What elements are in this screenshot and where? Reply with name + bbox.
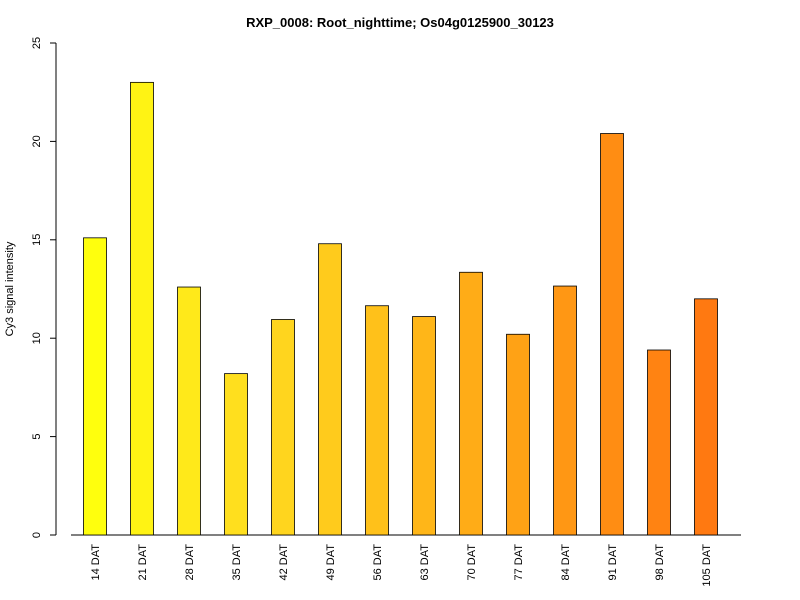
x-tick-label: 84 DAT (560, 544, 572, 581)
bar-21-dat (130, 81, 154, 536)
bar-98-dat (647, 349, 671, 536)
y-tick-label: 0 (31, 532, 43, 538)
x-tick-label: 77 DAT (513, 544, 525, 581)
y-tick-label: 10 (31, 332, 43, 344)
y-tick-label: 15 (31, 234, 43, 246)
x-tick-label: 63 DAT (419, 544, 431, 581)
x-tick-label: 21 DAT (137, 544, 149, 581)
x-tick-label: 105 DAT (701, 544, 713, 587)
x-tick-label: 14 DAT (90, 544, 102, 581)
bar-35-dat (224, 373, 248, 536)
x-tick-label: 91 DAT (607, 544, 619, 581)
bar-14-dat (83, 237, 107, 536)
x-tick-label: 70 DAT (466, 544, 478, 581)
x-tick-label: 35 DAT (231, 544, 243, 581)
bar-49-dat (318, 243, 342, 536)
x-tick-label: 42 DAT (278, 544, 290, 581)
bar-77-dat (506, 333, 530, 536)
bar-56-dat (365, 305, 389, 536)
bar-84-dat (553, 285, 577, 536)
chart-title: RXP_0008: Root_nighttime; Os04g0125900_3… (246, 15, 554, 30)
y-tick-label: 20 (31, 135, 43, 147)
bar-42-dat (271, 319, 295, 536)
x-axis-tick-labels: 14 DAT 21 DAT 28 DAT 35 DAT 42 DAT 49 DAT 56 D… (90, 544, 713, 587)
y-tick-label: 25 (31, 37, 43, 49)
y-tick-label: 5 (31, 434, 43, 440)
x-tick-label: 56 DAT (372, 544, 384, 581)
bar-91-dat (600, 133, 624, 536)
y-axis-label: Cy3 signal intensity (4, 241, 16, 336)
x-tick-label: 28 DAT (184, 544, 196, 581)
bar-70-dat (459, 271, 483, 536)
x-tick-label: 49 DAT (325, 544, 337, 581)
bar-63-dat (412, 316, 436, 536)
bars-group (83, 81, 718, 536)
bar-28-dat (177, 286, 201, 536)
y-axis-ticks: 0 5 10 15 20 25 (31, 37, 56, 538)
x-tick-label: 98 DAT (654, 544, 666, 581)
bar-105-dat (694, 298, 718, 536)
